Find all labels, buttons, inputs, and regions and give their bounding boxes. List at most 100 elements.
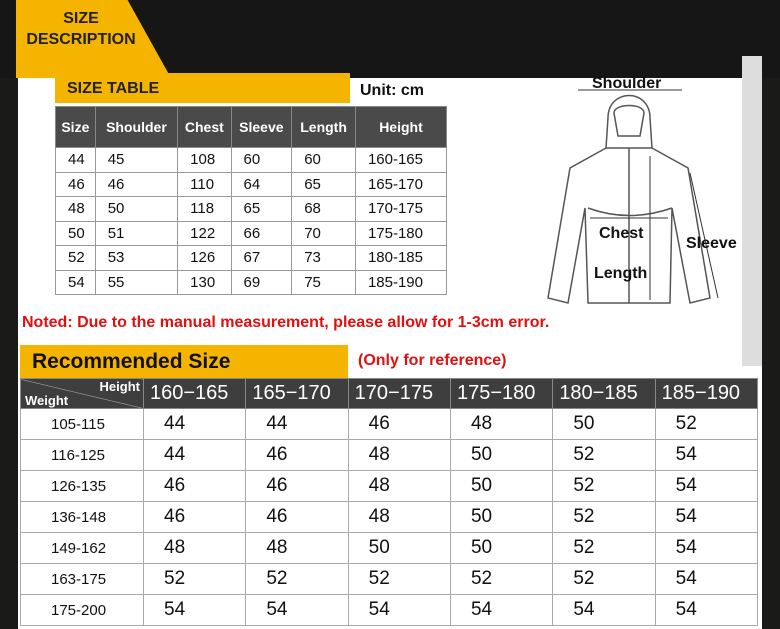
table-cell: 69 (230, 269, 293, 295)
table-row: 116-125 44 46 48 50 52 54 (20, 439, 759, 471)
size-cell: 46 (142, 470, 247, 502)
table-cell: 64 (230, 171, 293, 197)
table-cell: 110 (177, 171, 232, 197)
tag-line1: SIZE (63, 10, 99, 27)
table-cell: 170-175 (354, 196, 448, 222)
weight-cell: 126-135 (20, 470, 144, 502)
corner-header: Height Weight (20, 378, 144, 409)
recommended-title: Recommended Size (20, 345, 348, 378)
table-cell: 46 (94, 171, 179, 197)
table-cell: 185-190 (354, 269, 448, 295)
size-cell: 54 (449, 594, 554, 626)
table-cell: 60 (291, 147, 356, 173)
table-row: 46 46 110 64 65 165-170 (55, 171, 448, 197)
size-cell: 52 (654, 408, 759, 440)
table-row: 44 45 108 60 60 160-165 (55, 147, 448, 173)
weight-cell: 163-175 (20, 563, 144, 595)
table-cell: 52 (55, 245, 96, 271)
size-cell: 46 (245, 470, 349, 502)
size-cell: 48 (347, 501, 451, 533)
size-cell: 44 (245, 408, 349, 440)
table-row: 175-200 54 54 54 54 54 54 (20, 594, 759, 626)
table-cell: 68 (291, 196, 356, 222)
size-cell: 54 (654, 532, 759, 564)
table-row: 54 55 130 69 75 185-190 (55, 269, 448, 295)
height-header: 180−185 (552, 378, 656, 409)
size-cell: 52 (142, 563, 247, 595)
table-cell: 70 (291, 220, 356, 246)
table-cell: 65 (230, 196, 293, 222)
weight-cell: 175-200 (20, 594, 144, 626)
size-cell: 54 (654, 594, 759, 626)
size-cell: 54 (654, 501, 759, 533)
table-cell: 118 (177, 196, 232, 222)
size-cell: 54 (654, 470, 759, 502)
weight-cell: 136-148 (20, 501, 144, 533)
table-cell: 44 (55, 147, 96, 173)
size-cell: 44 (142, 439, 247, 471)
size-cell: 54 (654, 563, 759, 595)
table-cell: 126 (177, 245, 232, 271)
size-cell: 48 (347, 439, 451, 471)
size-cell: 54 (654, 439, 759, 471)
shoulder-label: Shoulder (592, 75, 661, 92)
table-cell: 180-185 (354, 245, 448, 271)
table-cell: 50 (94, 196, 179, 222)
table-cell: 45 (94, 147, 179, 173)
size-cell: 48 (245, 532, 349, 564)
size-cell: 46 (347, 408, 451, 440)
size-table-title: SIZE TABLE (55, 73, 350, 103)
jacket-diagram: Shoulder Chest Sleeve Length (547, 75, 737, 304)
height-header: 170−175 (347, 378, 451, 409)
corner-weight: Weight (25, 393, 69, 408)
weight-cell: 116-125 (20, 439, 144, 471)
size-cell: 52 (347, 563, 451, 595)
size-cell: 50 (449, 501, 554, 533)
table-cell: 65 (291, 171, 356, 197)
table-cell: 108 (177, 147, 232, 173)
table-cell: 122 (177, 220, 232, 246)
height-header: 175−180 (449, 378, 554, 409)
table-cell: 73 (291, 245, 356, 271)
table-row: 50 51 122 66 70 175-180 (55, 220, 448, 246)
size-cell: 54 (142, 594, 247, 626)
size-cell: 46 (142, 501, 247, 533)
size-cell: 50 (347, 532, 451, 564)
table-cell: 46 (55, 171, 96, 197)
sleeve-label: Sleeve (686, 235, 737, 252)
table-row: 48 50 118 65 68 170-175 (55, 196, 448, 222)
table-row: 126-135 46 46 48 50 52 54 (20, 470, 759, 502)
column-header: Size (55, 106, 96, 148)
table-cell: 160-165 (354, 147, 448, 173)
height-header: 185−190 (654, 378, 759, 409)
size-cell: 44 (142, 408, 247, 440)
column-header: Sleeve (230, 106, 293, 148)
size-cell: 48 (449, 408, 554, 440)
table-cell: 165-170 (354, 171, 448, 197)
table-cell: 75 (291, 269, 356, 295)
table-row: 52 53 126 67 73 180-185 (55, 245, 448, 271)
column-header: Shoulder (94, 106, 179, 148)
height-header: 160−165 (142, 378, 247, 409)
size-cell: 52 (245, 563, 349, 595)
weight-cell: 149-162 (20, 532, 144, 564)
table-row: 136-148 46 46 48 50 52 54 (20, 501, 759, 533)
size-cell: 52 (552, 439, 656, 471)
table-cell: 60 (230, 147, 293, 173)
scrollbar[interactable] (742, 56, 762, 366)
corner-height: Height (99, 379, 140, 394)
size-cell: 54 (245, 594, 349, 626)
table-cell: 53 (94, 245, 179, 271)
size-cell: 52 (449, 563, 554, 595)
size-cell: 50 (552, 408, 656, 440)
length-label: Length (594, 265, 647, 282)
measurement-note: Noted: Due to the manual measurement, pl… (22, 314, 550, 331)
size-cell: 54 (552, 594, 656, 626)
size-cell: 52 (552, 563, 656, 595)
table-row: 105-115 44 44 46 48 50 52 (20, 408, 759, 440)
table-cell: 66 (230, 220, 293, 246)
size-cell: 54 (347, 594, 451, 626)
table-row: 163-175 52 52 52 52 52 54 (20, 563, 759, 595)
column-header: Chest (177, 106, 232, 148)
reference-note: (Only for reference) (358, 352, 507, 369)
